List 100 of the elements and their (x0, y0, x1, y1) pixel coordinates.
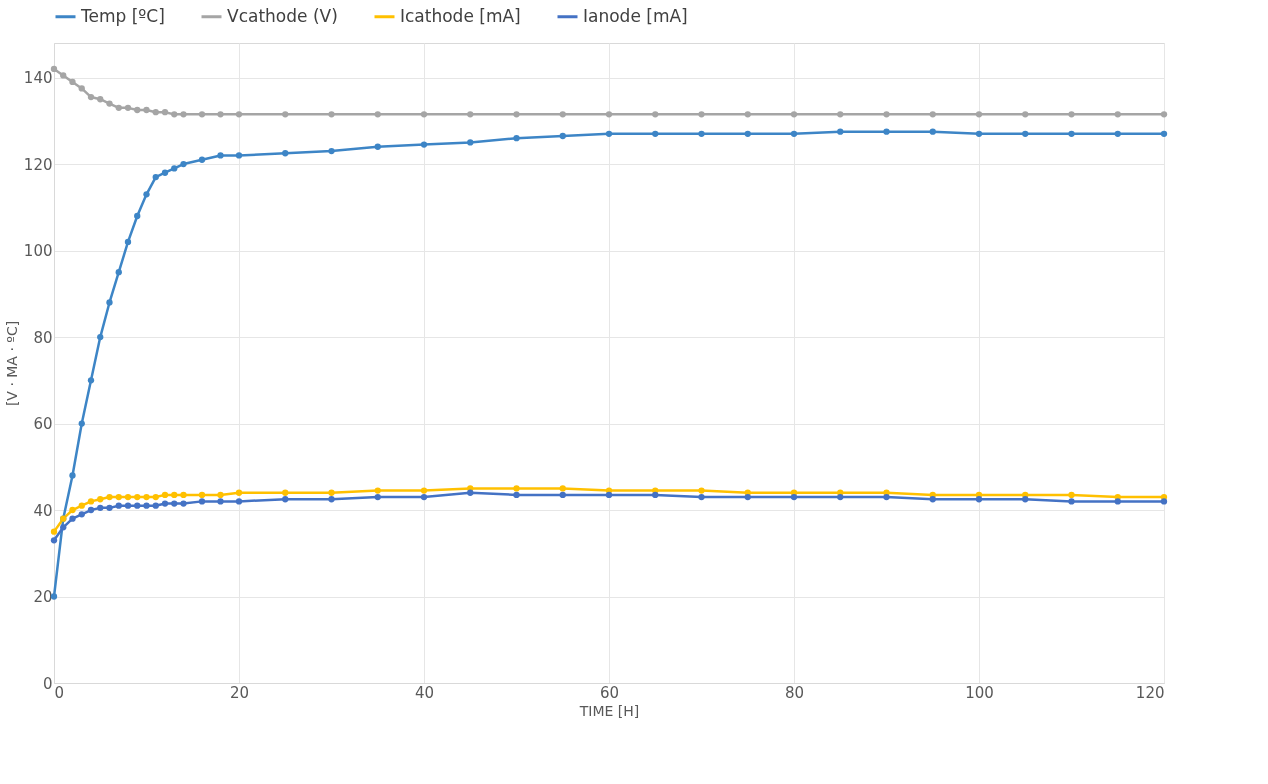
point (282, 489, 289, 496)
point (374, 493, 381, 501)
point (134, 212, 141, 220)
point (106, 299, 113, 306)
y-tick-label: 20 (33, 588, 53, 607)
point (143, 493, 150, 501)
point (171, 491, 178, 499)
point (374, 111, 381, 118)
point (97, 504, 104, 512)
point (198, 111, 206, 118)
point (115, 502, 122, 509)
point (115, 493, 122, 501)
point (152, 502, 159, 509)
y-tick-label: 120 (23, 155, 53, 174)
point (152, 109, 159, 116)
point (69, 506, 76, 514)
point (698, 487, 705, 494)
point (1022, 496, 1029, 503)
point (143, 191, 150, 198)
point (559, 111, 566, 118)
point (198, 156, 206, 163)
point (1068, 491, 1075, 499)
point (282, 496, 289, 503)
point (420, 111, 428, 118)
point (698, 111, 705, 118)
legend-label: Temp [ºC] (80, 5, 165, 26)
x-tick-label: 120 (1135, 683, 1165, 702)
y-tick-label: 60 (33, 415, 53, 434)
point (605, 130, 613, 137)
point (198, 498, 206, 505)
point (124, 238, 132, 246)
point (143, 106, 150, 114)
point (837, 128, 844, 135)
point (97, 96, 104, 103)
point (60, 524, 67, 531)
point (78, 502, 85, 509)
point (467, 489, 474, 496)
point (1114, 111, 1121, 118)
point (467, 139, 474, 146)
point (235, 489, 243, 496)
point (837, 111, 844, 118)
point (559, 491, 566, 499)
point (652, 111, 659, 118)
point (180, 500, 187, 507)
point (115, 104, 122, 112)
point (78, 85, 85, 92)
x-tick-label: 100 (965, 683, 994, 702)
point (420, 493, 428, 501)
point (652, 491, 659, 499)
point (235, 111, 243, 118)
point (235, 152, 243, 159)
point (374, 487, 381, 494)
point (1022, 111, 1029, 118)
y-tick-label: 80 (33, 328, 53, 347)
point (69, 472, 76, 479)
y-tick-label: 40 (33, 501, 53, 520)
point (171, 165, 178, 172)
point (134, 502, 141, 509)
point (180, 111, 187, 118)
point (50, 537, 58, 544)
point (698, 130, 705, 137)
point (744, 130, 751, 137)
point (883, 493, 890, 501)
point (217, 491, 224, 499)
point (1068, 111, 1075, 118)
point (790, 130, 798, 137)
point (744, 111, 751, 118)
point (69, 515, 76, 522)
point (420, 141, 428, 148)
point (97, 333, 104, 341)
point (180, 491, 187, 499)
point (1160, 498, 1168, 505)
y-axis-title: [V · MA · ºC] (3, 320, 20, 407)
point (420, 487, 428, 494)
point (217, 152, 224, 159)
y-tick-label: 140 (23, 69, 53, 88)
point (78, 420, 85, 427)
point (87, 506, 95, 514)
point (790, 493, 798, 501)
point (282, 150, 289, 157)
point (328, 147, 335, 155)
point (513, 485, 520, 492)
point (180, 160, 187, 168)
point (217, 111, 224, 118)
point (929, 128, 936, 135)
point (97, 496, 104, 503)
x-tick-label: 60 (599, 683, 620, 702)
point (217, 498, 224, 505)
point (1114, 498, 1121, 505)
point (124, 502, 132, 509)
point (106, 493, 113, 501)
x-tick-label: 80 (784, 683, 805, 702)
legend-label: Ianode [mA] (583, 5, 688, 26)
point (115, 269, 122, 276)
point (605, 111, 613, 118)
point (282, 111, 289, 118)
point (652, 130, 659, 137)
point (467, 111, 474, 118)
point (152, 493, 159, 501)
point (60, 72, 67, 79)
